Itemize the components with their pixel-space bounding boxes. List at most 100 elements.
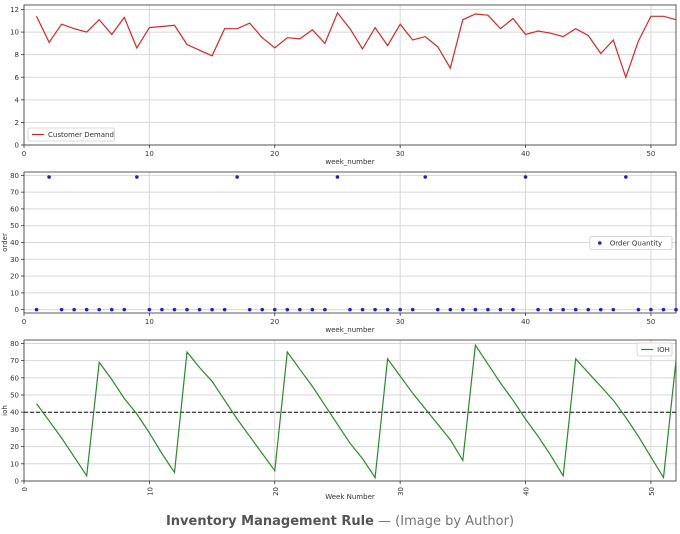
x-tick-label: 50	[646, 318, 655, 326]
y-tick-label: 40	[10, 409, 19, 417]
x-axis-label: week_number	[325, 326, 374, 334]
series-line	[35, 11, 677, 80]
data-point	[298, 307, 302, 312]
x-axis-label: Week Number	[325, 493, 375, 501]
data-point	[147, 307, 152, 312]
y-tick-label: 80	[10, 172, 19, 180]
legend-label: Customer Demand	[48, 131, 114, 139]
y-tick-label: 20	[10, 273, 19, 281]
data-point	[586, 307, 591, 312]
data-point	[548, 307, 553, 312]
y-tick-label: 50	[10, 222, 19, 230]
data-point	[661, 307, 666, 312]
data-point	[523, 175, 528, 179]
data-point	[373, 307, 377, 312]
y-tick-label: 50	[10, 392, 19, 400]
order-quantity-chart: 0 10 20 30 40 50 0 10 20 30 40 50 60 70 80 week_number o…	[1, 171, 678, 334]
data-point	[310, 307, 315, 312]
data-point	[260, 307, 265, 312]
legend-label: Order Quantity	[610, 240, 662, 248]
data-point	[511, 307, 515, 312]
plot-frame	[23, 339, 677, 482]
data-point	[210, 307, 214, 312]
x-tick-label: 0	[21, 487, 29, 491]
data-point	[624, 175, 628, 179]
data-point	[335, 175, 340, 179]
data-point	[72, 307, 76, 312]
data-point	[435, 307, 440, 312]
data-point	[34, 307, 39, 312]
legend-box	[636, 342, 673, 357]
data-point	[222, 307, 227, 312]
y-tick-label: 60	[10, 205, 19, 213]
x-tick-label: 10	[145, 150, 154, 158]
y-tick-label: 10	[10, 460, 19, 468]
data-point	[649, 307, 653, 312]
data-point	[47, 175, 51, 179]
data-point	[185, 307, 189, 312]
x-tick-label: 40	[523, 487, 531, 496]
x-tick-label: 50	[646, 150, 655, 158]
data-point	[448, 307, 453, 312]
plot-frame	[23, 4, 677, 146]
data-point	[536, 307, 540, 312]
x-tick-label: 10	[145, 318, 154, 326]
x-tick-label: 0	[22, 318, 26, 326]
y-tick-label: 80	[10, 340, 19, 348]
data-point	[423, 175, 428, 179]
ioh-chart: 0 10 20 30 40 50 0 10 20 30 40 50 60 70 80 Week Number i…	[1, 339, 677, 501]
y-axis-label: order	[1, 233, 9, 252]
data-point	[573, 307, 578, 312]
x-tick-label: 40	[521, 318, 530, 326]
data-point	[636, 307, 641, 312]
y-tick-label: 0	[15, 306, 19, 314]
data-point	[197, 307, 202, 312]
y-tick-label: 30	[10, 256, 19, 264]
data-point	[498, 307, 503, 312]
data-point	[97, 307, 102, 312]
data-point	[461, 307, 465, 312]
data-point	[486, 307, 490, 312]
y-tick-label: 12	[10, 6, 19, 14]
x-tick-label: 30	[397, 487, 405, 496]
y-tick-label: 4	[15, 96, 20, 104]
data-point	[348, 307, 352, 312]
x-tick-label: 0	[22, 150, 26, 158]
data-point	[235, 175, 239, 179]
legend-box	[27, 127, 115, 142]
x-tick-label: 20	[270, 318, 279, 326]
data-point	[135, 175, 139, 179]
data-point	[122, 307, 127, 312]
x-tick-label: 20	[272, 487, 280, 496]
legend-box	[589, 236, 673, 250]
x-tick-label: 20	[270, 150, 279, 158]
customer-demand-chart: 0 10 20 30 40 50 0 2 4 6 8 10 12 week_number Customer …	[10, 4, 677, 166]
data-point	[109, 307, 114, 312]
y-tick-label: 20	[10, 443, 19, 451]
legend-swatch	[598, 241, 602, 245]
y-tick-label: 30	[10, 426, 19, 434]
data-point	[247, 307, 252, 312]
figure-caption: Inventory Management Rule — (Image by Au…	[0, 514, 680, 529]
data-point	[674, 307, 678, 312]
data-point	[410, 307, 415, 312]
y-tick-label: 60	[10, 374, 19, 382]
data-point	[611, 307, 616, 312]
data-point	[561, 307, 565, 312]
y-tick-label: 8	[15, 51, 19, 59]
data-point	[323, 307, 327, 312]
x-tick-label: 40	[521, 150, 530, 158]
y-tick-label: 2	[15, 119, 19, 127]
data-point	[385, 307, 390, 312]
data-point	[398, 307, 402, 312]
x-tick-label: 30	[396, 150, 405, 158]
legend-label: IOH	[657, 346, 670, 354]
y-tick-label: 10	[10, 289, 19, 297]
data-point	[360, 307, 365, 312]
data-point	[473, 307, 478, 312]
data-point	[59, 307, 64, 312]
data-point	[160, 307, 164, 312]
y-tick-label: 0	[15, 142, 19, 150]
series-line	[36, 343, 677, 480]
